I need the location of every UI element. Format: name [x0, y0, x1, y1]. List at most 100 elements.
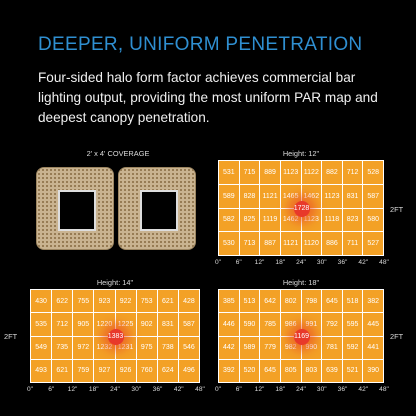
- map-title: Height: 12": [282, 149, 320, 158]
- x-tick-label: 0": [26, 386, 34, 393]
- par-cell: 755: [73, 290, 95, 314]
- par-cell: 645: [260, 359, 281, 383]
- par-cell: 922: [115, 290, 137, 314]
- par-cell: 639: [322, 359, 343, 383]
- par-cell: 442: [219, 336, 240, 360]
- par-cell: 792: [322, 313, 343, 337]
- par-cell: 831: [157, 313, 179, 337]
- hotspot-value: 1383: [107, 328, 124, 345]
- par-cell: 531: [219, 161, 240, 185]
- par-grid: 531 715 889 1123 1122 882 712 528 589 828 1121 1465…: [218, 160, 384, 256]
- par-cell: 1119: [260, 208, 281, 233]
- par-cell: 527: [363, 232, 384, 256]
- par-cell: 825: [239, 208, 261, 233]
- par-cell: 905: [73, 313, 95, 337]
- par-cell: 982: [280, 336, 302, 360]
- par-cell: 528: [363, 161, 384, 185]
- x-tick-label: 30": [316, 386, 327, 393]
- x-tick-label: 6": [235, 259, 242, 266]
- x-tick-label: 12": [254, 386, 265, 393]
- par-cell: 521: [342, 359, 364, 383]
- par-cell: 445: [363, 313, 384, 337]
- x-tick-label: 24": [296, 259, 306, 266]
- par-cell: 805: [280, 359, 302, 383]
- par-cell: 590: [239, 313, 261, 337]
- par-cell: 828: [239, 184, 261, 209]
- par-cell: 1462: [280, 208, 302, 233]
- par-cell: 711: [342, 232, 364, 256]
- par-cell: 428: [178, 290, 200, 314]
- par-cell: 1121: [280, 232, 302, 256]
- x-axis: 0" 6" 12" 18" 24" 30" 36" 42" 48": [26, 386, 205, 396]
- par-cell: 760: [136, 359, 158, 383]
- par-cell: 798: [301, 290, 323, 314]
- par-cell: 582: [219, 208, 240, 233]
- par-cell: 589: [219, 184, 240, 209]
- coverage-label: 2' x 4' COVERAGE: [86, 149, 150, 158]
- par-cell: 518: [342, 290, 364, 314]
- par-cell: 1118: [322, 208, 343, 233]
- x-tick-label: 42": [358, 386, 369, 393]
- x-tick-label: 18": [275, 386, 286, 393]
- par-cell: 595: [342, 313, 364, 337]
- x-axis: 0" 6" 12" 18" 24" 30" 36" 42" 48": [214, 259, 389, 269]
- par-cell: 1225: [115, 313, 137, 337]
- par-cell: 392: [219, 359, 240, 383]
- hotspot-value: 1169: [293, 328, 310, 345]
- x-tick-label: 24": [296, 386, 306, 393]
- fixture-hole: [58, 190, 96, 231]
- par-cell: 986: [280, 313, 302, 337]
- hotspot-value: 1728: [293, 200, 310, 217]
- par-cell: 1123: [301, 208, 323, 233]
- par-cell: 493: [31, 359, 53, 383]
- par-cell: 785: [260, 313, 281, 337]
- par-cell: 738: [157, 336, 179, 360]
- par-cell: 621: [157, 290, 179, 314]
- par-cell: 831: [342, 184, 364, 209]
- par-cell: 990: [301, 336, 323, 360]
- par-cell: 587: [363, 184, 384, 209]
- par-cell: 580: [363, 208, 384, 233]
- par-cell: 753: [136, 290, 158, 314]
- par-cell: 382: [363, 290, 384, 314]
- x-tick-label: 12": [67, 386, 78, 393]
- par-cell: 889: [260, 161, 281, 185]
- x-tick-label: 30": [316, 259, 327, 266]
- par-cell: 624: [157, 359, 179, 383]
- x-tick-label: 6": [48, 386, 55, 393]
- par-cell: 802: [280, 290, 302, 314]
- side-label: 2FT: [390, 205, 404, 214]
- x-tick-label: 0": [214, 259, 222, 266]
- par-cell: 530: [219, 232, 240, 256]
- par-cell: 1232: [94, 336, 116, 360]
- x-tick-label: 18": [275, 259, 286, 266]
- map-title: Height: 14": [96, 278, 134, 287]
- par-cell: 1121: [260, 184, 281, 209]
- par-cell: 803: [301, 359, 323, 383]
- x-tick-label: 48": [379, 259, 389, 266]
- par-cell: 975: [136, 336, 158, 360]
- x-tick-label: 24": [110, 386, 120, 393]
- side-label: 2FT: [390, 332, 404, 341]
- par-cell: 713: [239, 232, 261, 256]
- x-tick-label: 42": [173, 386, 184, 393]
- x-tick-label: 42": [358, 259, 369, 266]
- par-cell: 589: [239, 336, 261, 360]
- x-tick-label: 48": [379, 386, 389, 393]
- par-cell: 621: [52, 359, 74, 383]
- par-cell: 1462: [301, 184, 323, 209]
- x-tick-label: 18": [88, 386, 99, 393]
- par-cell: 712: [52, 313, 74, 337]
- par-cell: 549: [31, 336, 53, 360]
- par-cell: 441: [363, 336, 384, 360]
- map-title: Height: 18": [282, 278, 320, 287]
- par-cell: 496: [178, 359, 200, 383]
- par-cell: 902: [136, 313, 158, 337]
- par-cell: 430: [31, 290, 53, 314]
- par-cell: 513: [239, 290, 261, 314]
- x-tick-label: 6": [235, 386, 242, 393]
- par-cell: 1123: [280, 161, 302, 185]
- par-cell: 520: [239, 359, 261, 383]
- fixture-hole: [140, 190, 178, 231]
- par-cell: 712: [342, 161, 364, 185]
